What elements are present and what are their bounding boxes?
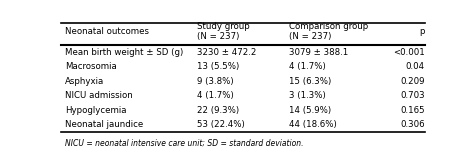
Text: 0.209: 0.209 (400, 77, 425, 86)
Text: 15 (6.3%): 15 (6.3%) (289, 77, 331, 86)
Text: Study group
(N = 237): Study group (N = 237) (197, 22, 250, 41)
Text: 53 (22.4%): 53 (22.4%) (197, 120, 245, 129)
Text: 0.306: 0.306 (400, 120, 425, 129)
Text: 14 (5.9%): 14 (5.9%) (289, 106, 331, 115)
Text: Hypoglycemia: Hypoglycemia (65, 106, 126, 115)
Text: Comparison group
(N = 237): Comparison group (N = 237) (289, 22, 368, 41)
Text: 3079 ± 388.1: 3079 ± 388.1 (289, 48, 348, 57)
Text: 3 (1.3%): 3 (1.3%) (289, 91, 326, 100)
Text: 0.165: 0.165 (400, 106, 425, 115)
Text: 22 (9.3%): 22 (9.3%) (197, 106, 239, 115)
Text: Neonatal outcomes: Neonatal outcomes (65, 27, 149, 36)
Text: 4 (1.7%): 4 (1.7%) (197, 91, 234, 100)
Text: 0.04: 0.04 (406, 62, 425, 71)
Text: Asphyxia: Asphyxia (65, 77, 104, 86)
Text: Mean birth weight ± SD (g): Mean birth weight ± SD (g) (65, 48, 183, 57)
Text: <0.001: <0.001 (393, 48, 425, 57)
Text: Neonatal jaundice: Neonatal jaundice (65, 120, 143, 129)
Text: 0.703: 0.703 (400, 91, 425, 100)
Text: p: p (419, 27, 425, 36)
Text: 13 (5.5%): 13 (5.5%) (197, 62, 239, 71)
Text: 44 (18.6%): 44 (18.6%) (289, 120, 337, 129)
Text: 9 (3.8%): 9 (3.8%) (197, 77, 234, 86)
Text: 4 (1.7%): 4 (1.7%) (289, 62, 326, 71)
Text: NICU admission: NICU admission (65, 91, 133, 100)
Text: 3230 ± 472.2: 3230 ± 472.2 (197, 48, 256, 57)
Text: NICU = neonatal intensive care unit; SD = standard deviation.: NICU = neonatal intensive care unit; SD … (65, 138, 303, 147)
Text: Macrosomia: Macrosomia (65, 62, 117, 71)
